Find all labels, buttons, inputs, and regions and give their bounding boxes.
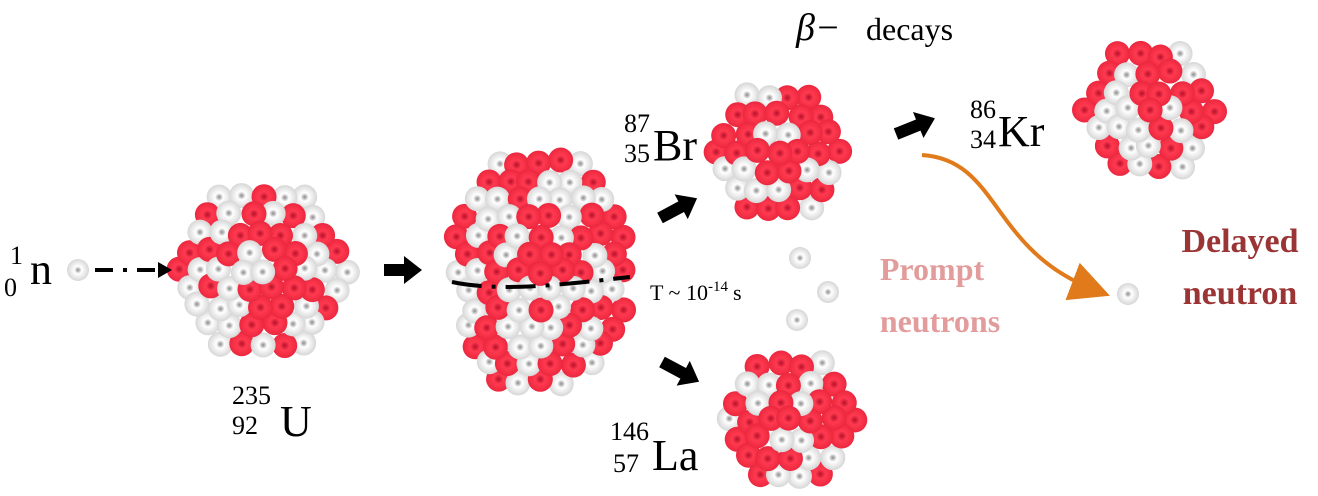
neutron: [769, 427, 794, 452]
decay-label: β− decays: [795, 7, 953, 49]
neutron: [820, 445, 845, 470]
proton: [1138, 98, 1163, 123]
nucleus: [167, 183, 360, 358]
proton: [528, 261, 553, 286]
symbol: U: [280, 397, 312, 446]
proton: [1157, 59, 1182, 84]
proton: [529, 297, 554, 322]
line: Prompt: [880, 251, 985, 287]
proton: [776, 406, 801, 431]
nucleus: [1072, 41, 1227, 180]
proton: [272, 333, 297, 358]
charge: 35: [624, 139, 650, 168]
neutron: [786, 309, 808, 331]
free-neutron: [789, 247, 811, 269]
charge: 0: [4, 273, 17, 302]
free-neutron: [67, 259, 89, 281]
beta: β−: [795, 7, 841, 49]
proton: [767, 141, 792, 166]
arrow: [384, 256, 422, 284]
time-exponent: -14: [708, 279, 728, 295]
lanthanum-label: 146 57 La: [610, 417, 698, 480]
mass: 146: [610, 417, 649, 446]
line: Delayed: [1181, 223, 1298, 260]
proton: [579, 203, 604, 228]
charge: 92: [232, 411, 258, 440]
krypton-label: 8634Kr: [970, 95, 1045, 156]
charge: 57: [613, 449, 639, 478]
mass: 86: [970, 95, 996, 124]
symbol: La: [652, 431, 698, 480]
delayed-label: Delayed neutron: [1181, 223, 1298, 312]
decay-text: decays: [866, 11, 953, 47]
symbol: Br: [653, 121, 697, 170]
neutron: [789, 247, 811, 269]
arrow: [655, 350, 705, 394]
neutron-label: 1 0n: [4, 241, 52, 302]
bromine-label: 8735Br: [624, 109, 697, 170]
mass: 235: [232, 381, 271, 410]
line: neutrons: [880, 303, 1000, 339]
time-prefix: T ~ 10: [650, 280, 708, 305]
free-neutron: [1117, 283, 1139, 305]
neutron: [67, 259, 89, 281]
nucleus: [444, 148, 636, 397]
neutron: [1117, 283, 1139, 305]
symbol: Kr: [998, 107, 1045, 156]
neutron: [817, 281, 839, 303]
time-unit: s: [733, 280, 742, 305]
free-neutron: [786, 309, 808, 331]
free-neutron: [817, 281, 839, 303]
proton: [548, 148, 573, 173]
charge: 34: [970, 125, 996, 154]
arrow: [891, 105, 940, 147]
fission-diagram: 1 0n 23592 U 8735Br 146 57 La 8634Kr β− decay…: [0, 0, 1318, 496]
mass: 1: [10, 241, 23, 270]
proton: [745, 138, 770, 163]
nucleus: [717, 350, 868, 489]
nucleus: [704, 82, 852, 221]
arrow: [653, 186, 703, 230]
prompt-label: Prompt neutrons: [880, 251, 1000, 339]
mass: 87: [624, 109, 650, 138]
neutron: [250, 259, 275, 284]
symbol: n: [30, 245, 52, 294]
time-label: T ~ 10-14 s: [650, 279, 742, 305]
line: neutron: [1183, 275, 1298, 312]
